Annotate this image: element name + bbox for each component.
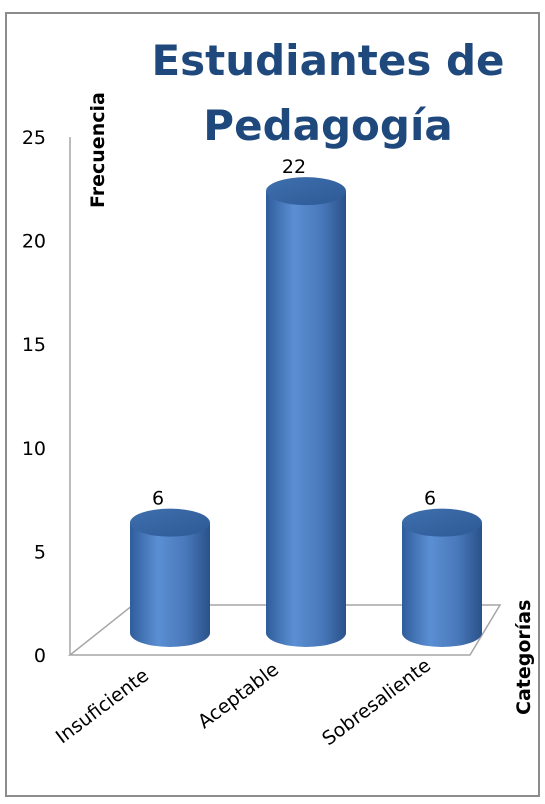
chart-title-line-1: Estudiantes de [151,36,504,85]
y-tick-label: 5 [34,541,46,563]
y-tick-label: 0 [34,645,46,667]
y-tick-label: 25 [22,127,46,149]
category-labels-group: Insuficiente Aceptable Sobresaliente [52,654,435,750]
bar-insuficiente [130,508,210,647]
data-label: 6 [424,488,436,510]
y-tick-label: 15 [22,334,46,356]
bar-body [130,522,210,647]
bar-top [266,177,346,206]
bar-body [402,522,482,647]
bar-aceptable [266,177,346,647]
bar-top [402,508,482,537]
category-label: Aceptable [194,658,283,733]
y-tick-label: 20 [22,231,46,253]
bar-top [130,508,210,537]
data-label: 22 [282,156,306,178]
chart-title-line-2: Pedagogía [203,101,452,150]
x-axis-title: Categorías [513,600,535,715]
category-label: Insuficiente [52,664,153,748]
bar-body [266,191,346,647]
y-axis-ticks: 0 5 10 15 20 25 [22,127,46,667]
bar-sobresaliente [402,508,482,647]
y-axis-title: Frecuencia [87,92,109,208]
category-label: Sobresaliente [318,654,435,750]
data-labels-group: 6 22 6 [152,156,436,510]
bars-group [130,177,482,647]
y-tick-label: 10 [22,438,46,460]
data-label: 6 [152,488,164,510]
